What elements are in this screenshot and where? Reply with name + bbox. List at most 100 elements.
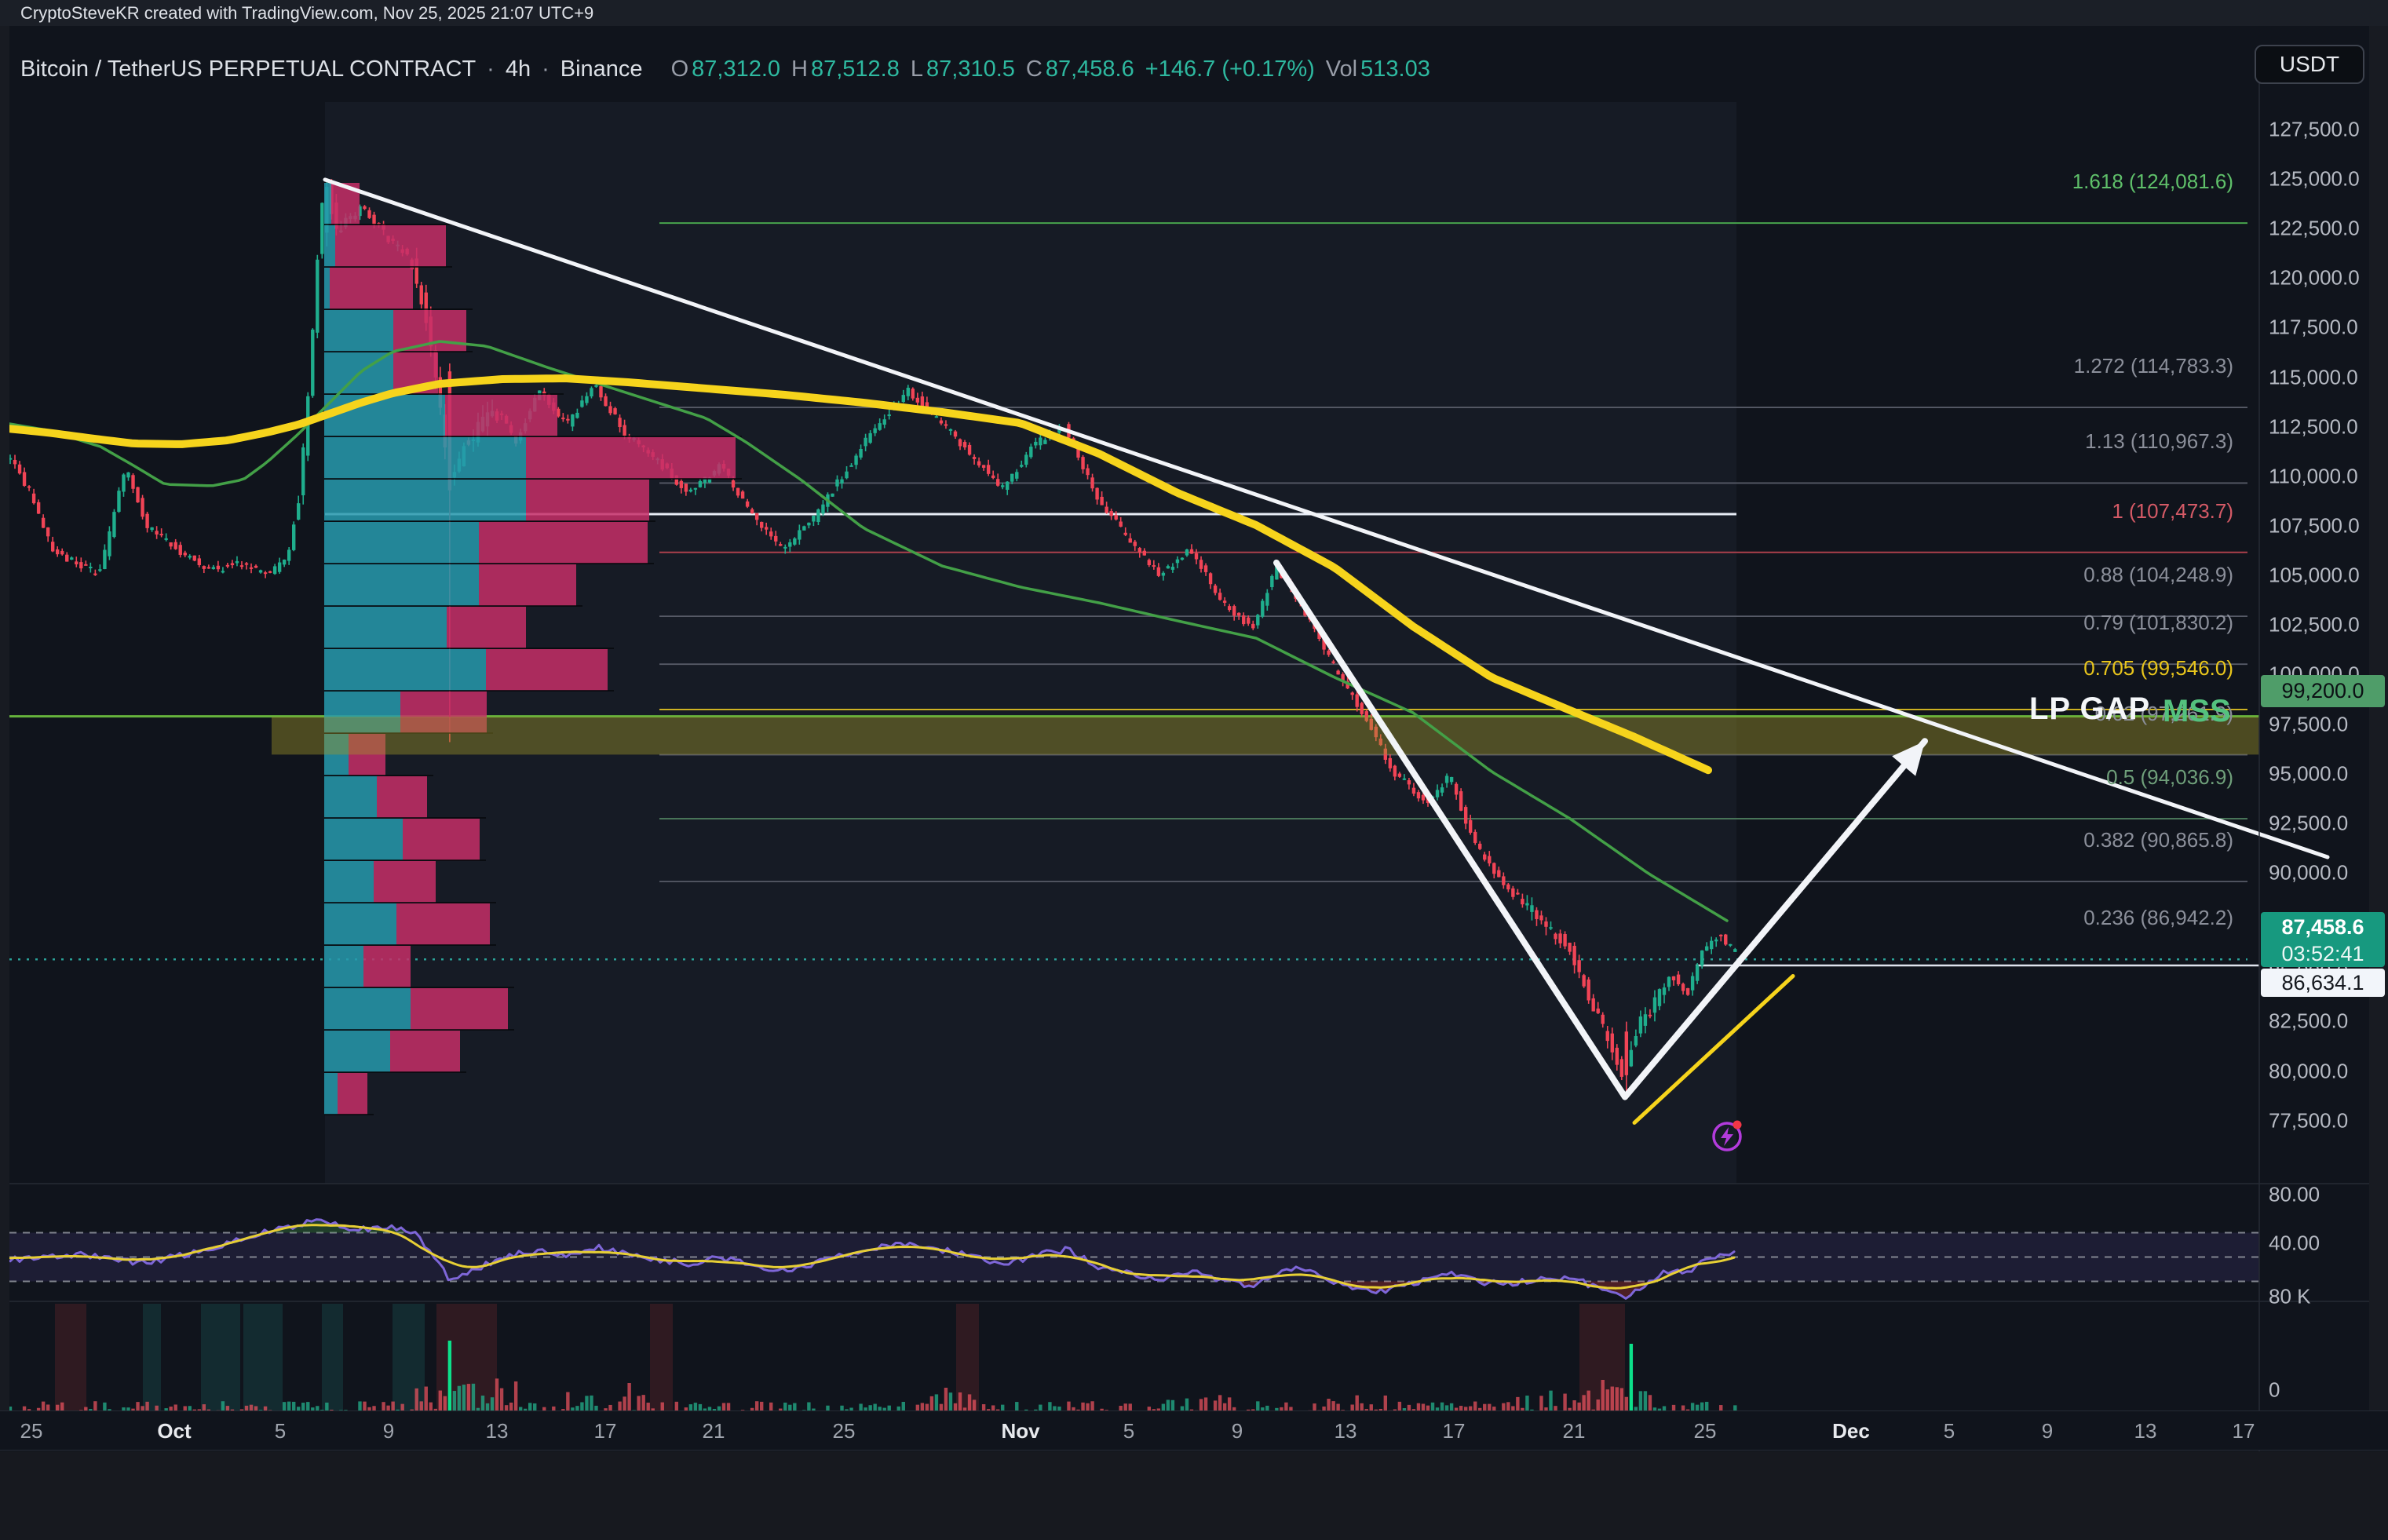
time-axis-label[interactable]: 5 xyxy=(274,1419,287,1443)
timeframe-label[interactable]: 4h xyxy=(505,56,531,82)
drawings xyxy=(323,177,2330,1125)
time-axis-label[interactable]: 9 xyxy=(382,1419,395,1443)
close-value: 87,458.6 xyxy=(1045,56,1134,82)
fib-level-label[interactable]: 0.705 (99,546.0) xyxy=(2083,655,2233,680)
fib-level-label[interactable]: 0.5 (94,036.9) xyxy=(2106,765,2233,790)
price-axis-label[interactable]: 120,000.0 xyxy=(2269,265,2360,290)
exchange-label[interactable]: Binance xyxy=(560,56,643,82)
time-axis-label[interactable]: 17 xyxy=(593,1419,617,1443)
separator-dot: · xyxy=(542,56,550,82)
alert-price-badge[interactable]: 99,200.0 xyxy=(2261,675,2385,707)
time-axis-label[interactable]: Dec xyxy=(1832,1419,1870,1443)
symbol-info-bar[interactable]: Bitcoin / TetherUS PERPETUAL CONTRACT · … xyxy=(20,53,1430,85)
low-value: 87,310.5 xyxy=(926,56,1015,82)
time-axis-label[interactable]: 9 xyxy=(2041,1419,2054,1443)
attribution-bar: CryptoSteveKR created with TradingView.c… xyxy=(0,0,2388,26)
price-axis-label[interactable]: 97,500.0 xyxy=(2269,712,2349,736)
v-pattern xyxy=(1273,559,1928,1100)
time-axis-label[interactable]: 9 xyxy=(1231,1419,1243,1443)
fib-level-label[interactable]: 0.88 (104,248.9) xyxy=(2083,563,2233,587)
chart-canvas[interactable] xyxy=(0,26,2388,1476)
session-zone xyxy=(325,102,1736,1184)
price-axis-label[interactable]: 77,500.0 xyxy=(2269,1108,2349,1133)
right-edge-strip xyxy=(2369,26,2388,1410)
fib-level-label[interactable]: 0.382 (90,865.8) xyxy=(2083,828,2233,852)
time-axis-label[interactable]: Nov xyxy=(1001,1419,1040,1443)
low-label: L xyxy=(910,56,924,82)
time-axis-label[interactable]: 21 xyxy=(702,1419,725,1443)
yellow-trendline xyxy=(1632,974,1795,1125)
rsi-scale-upper[interactable]: 80.00 xyxy=(2269,1182,2320,1206)
left-edge-strip xyxy=(0,26,9,1410)
price-axis-label[interactable]: 92,500.0 xyxy=(2269,811,2349,835)
time-axis-label[interactable]: 13 xyxy=(1334,1419,1357,1443)
chart-graphics xyxy=(0,52,2388,1476)
time-axis-label[interactable]: Oct xyxy=(157,1419,192,1443)
fib-level-label[interactable]: 1.618 (124,081.6) xyxy=(2072,170,2233,194)
rsi-scale-lower[interactable]: 40.00 xyxy=(2269,1231,2320,1255)
lp-gap-annotation[interactable]: LP GAP xyxy=(2029,692,2151,726)
time-axis-label[interactable]: 25 xyxy=(832,1419,856,1443)
volume-value: 513.03 xyxy=(1360,56,1430,82)
price-axis-label[interactable]: 105,000.0 xyxy=(2269,563,2360,587)
flash-idea-icon[interactable] xyxy=(1711,1119,1762,1160)
last-price-value: 87,458.6 xyxy=(2281,915,2364,939)
price-axis-label[interactable]: 80,000.0 xyxy=(2269,1059,2349,1083)
price-axis-label[interactable]: 90,000.0 xyxy=(2269,860,2349,885)
time-axis-label[interactable]: 5 xyxy=(1943,1419,1955,1443)
time-axis-label[interactable]: 25 xyxy=(1693,1419,1717,1443)
pane-separators xyxy=(0,52,2388,1476)
fib-level-label[interactable]: 0.236 (86,942.2) xyxy=(2083,906,2233,930)
close-label: C xyxy=(1025,56,1042,82)
bar-countdown: 03:52:41 xyxy=(2281,942,2364,965)
time-axis[interactable] xyxy=(0,1410,2388,1451)
open-value: 87,312.0 xyxy=(692,56,781,82)
currency-toggle-button[interactable]: USDT xyxy=(2255,45,2364,84)
price-axis-label[interactable]: 125,000.0 xyxy=(2269,166,2360,191)
price-axis-label[interactable]: 127,500.0 xyxy=(2269,117,2360,141)
bottom-bar: TradingView xyxy=(0,1451,2388,1540)
fib-level-label[interactable]: 1 (107,473.7) xyxy=(2112,498,2233,523)
price-axis-label[interactable]: 112,500.0 xyxy=(2269,414,2358,439)
time-axis-label[interactable]: 25 xyxy=(20,1419,43,1443)
price-axis-label[interactable]: 82,500.0 xyxy=(2269,1009,2349,1033)
fib-level-label[interactable]: 1.13 (110,967.3) xyxy=(2085,429,2233,454)
change-value: +146.7 (+0.17%) xyxy=(1145,56,1315,82)
fib-level-label[interactable]: 0.62 (97,261.9) xyxy=(2094,701,2233,725)
time-axis-label[interactable]: 5 xyxy=(1123,1419,1135,1443)
time-axis-label[interactable]: 21 xyxy=(1562,1419,1586,1443)
volume-label: Vol xyxy=(1325,56,1358,82)
price-axis-label[interactable]: 122,500.0 xyxy=(2269,216,2360,240)
fib-level-label[interactable]: 1.272 (114,783.3) xyxy=(2073,354,2233,378)
ma-yellow xyxy=(0,374,1712,775)
attribution-text: CryptoSteveKR created with TradingView.c… xyxy=(20,3,594,23)
price-axis-label[interactable]: 102,500.0 xyxy=(2269,612,2360,637)
fib-level-label[interactable]: 0.79 (101,830.2) xyxy=(2083,611,2233,635)
ma-green xyxy=(0,340,1729,922)
volume-scale-zero[interactable]: 0 xyxy=(2269,1378,2280,1402)
rsi-ma-line xyxy=(9,1224,1736,1290)
time-axis-label[interactable]: 17 xyxy=(1442,1419,1466,1443)
high-value: 87,512.8 xyxy=(810,56,900,82)
time-axis-label[interactable]: 13 xyxy=(485,1419,509,1443)
price-axis-label[interactable]: 117,500.0 xyxy=(2269,315,2358,339)
secondary-price-badge: 86,634.1 xyxy=(2261,969,2385,997)
time-axis-label[interactable]: 13 xyxy=(2134,1419,2157,1443)
symbol-title[interactable]: Bitcoin / TetherUS PERPETUAL CONTRACT xyxy=(20,56,477,82)
lp-gap-zone xyxy=(272,717,2259,755)
separator-dot: · xyxy=(487,56,495,82)
open-label: O xyxy=(670,56,689,82)
price-axis-label[interactable]: 115,000.0 xyxy=(2269,365,2358,389)
volume-profile xyxy=(324,183,742,1115)
volume-scale-upper[interactable]: 80 K xyxy=(2269,1284,2311,1308)
price-axis-label[interactable]: 110,000.0 xyxy=(2269,464,2358,488)
price-axis-label[interactable]: 107,500.0 xyxy=(2269,513,2360,538)
mss-annotation[interactable]: MSS xyxy=(2163,694,2231,728)
high-label: H xyxy=(791,56,808,82)
last-price-badge: 87,458.6 03:52:41 xyxy=(2261,912,2385,967)
arrow-head xyxy=(1892,741,1925,776)
time-axis-label[interactable]: 17 xyxy=(2232,1419,2255,1443)
price-axis-label[interactable]: 95,000.0 xyxy=(2269,761,2349,786)
currency-label: USDT xyxy=(2279,52,2340,76)
